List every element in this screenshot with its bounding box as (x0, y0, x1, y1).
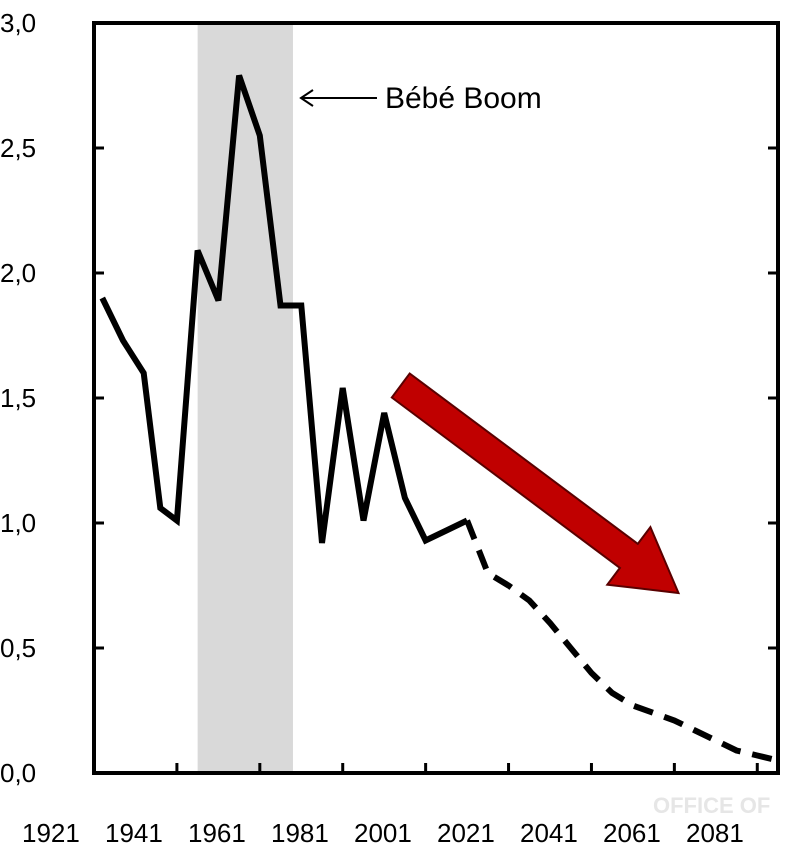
y-tick-label: 2,5 (0, 133, 36, 163)
x-tick-label: 2081 (686, 818, 744, 847)
series-line-dashed (464, 519, 779, 764)
y-tick-labels: 0,0 0,5 1,0 1,5 2,0 2,5 3,0 (0, 8, 36, 788)
annotation-arrow-head (299, 89, 314, 107)
x-tick-labels: 1921 1941 1961 1981 2001 2021 2041 2061 2081 (22, 818, 744, 847)
y-tick-label: 1,5 (0, 383, 36, 413)
annotation: Bébé Boom (299, 82, 542, 115)
watermark: OFFICE OF (653, 793, 770, 818)
y-tick-label: 0,5 (0, 633, 36, 663)
annotation-label: Bébé Boom (385, 82, 542, 115)
y-tick-label: 1,0 (0, 508, 36, 538)
x-tick-label: 2041 (520, 818, 578, 847)
x-tick-label: 1941 (105, 818, 163, 847)
x-tick-label: 2061 (603, 818, 661, 847)
y-tick-label: 2,0 (0, 258, 36, 288)
x-tick-label: 1981 (271, 818, 329, 847)
x-tick-label: 1961 (188, 818, 246, 847)
plot-frame (92, 21, 780, 775)
series-line-solid (99, 74, 469, 545)
y-tick-label: 3,0 (0, 8, 36, 38)
shaded-region-baby-boom (197, 23, 293, 773)
x-tick-label: 2021 (437, 818, 495, 847)
trend-arrow (390, 372, 681, 595)
x-tick-label: 2001 (354, 818, 412, 847)
y-tick-label: 0,0 (0, 758, 36, 788)
series-lines (99, 74, 779, 764)
x-tick-label: 1921 (22, 818, 80, 847)
